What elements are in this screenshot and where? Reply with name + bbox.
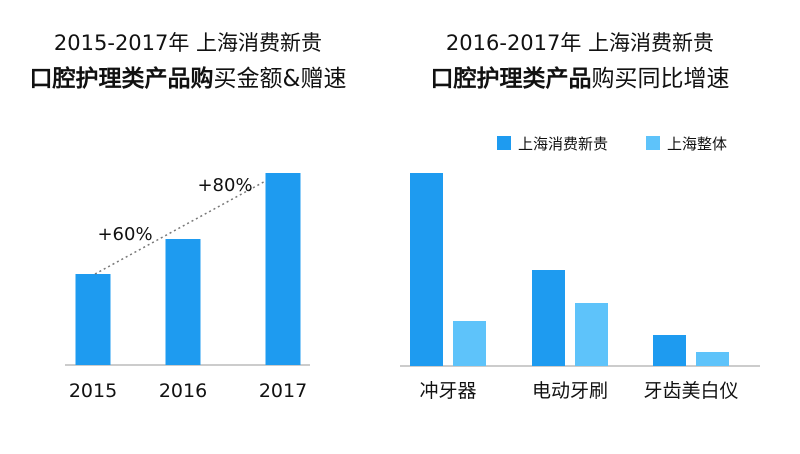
annotation: +80% — [197, 175, 252, 196]
subtitle-rest: 购买同比增速 — [592, 66, 730, 92]
x-tick-label: 牙齿美白仪 — [643, 380, 738, 402]
subtitle-rest: 买金额&赠速 — [214, 66, 347, 92]
bar — [453, 321, 486, 366]
bar — [410, 173, 443, 366]
bar — [75, 274, 111, 365]
chart-subtitle: 口腔护理类产品购买金额&赠速 — [30, 65, 347, 92]
legend-label: 上海消费新贵 — [518, 135, 608, 153]
chart-subtitle: 口腔护理类产品购买同比增速 — [431, 65, 730, 92]
chart-title: 2015-2017年 上海消费新贵 — [54, 31, 322, 55]
annotation: +60% — [97, 224, 152, 245]
subtitle-bold: 口腔护理类产品 — [431, 65, 592, 92]
x-tick-label: 2016 — [159, 380, 207, 402]
legend-label: 上海整体 — [667, 135, 727, 153]
bar — [696, 352, 729, 366]
x-tick-label: 2017 — [259, 380, 307, 402]
bar — [532, 270, 565, 366]
bar — [165, 239, 201, 365]
legend-swatch — [497, 136, 511, 150]
x-tick-label: 电动牙刷 — [532, 380, 608, 402]
x-tick-label: 2015 — [69, 380, 117, 402]
bar — [265, 173, 301, 365]
legend-swatch — [646, 136, 660, 150]
bar — [653, 335, 686, 366]
chart-title: 2016-2017年 上海消费新贵 — [446, 31, 714, 55]
subtitle-bold: 口腔护理类产品购 — [30, 65, 214, 92]
bar — [575, 303, 608, 366]
trend-line — [94, 180, 266, 275]
x-tick-label: 冲牙器 — [419, 380, 476, 402]
